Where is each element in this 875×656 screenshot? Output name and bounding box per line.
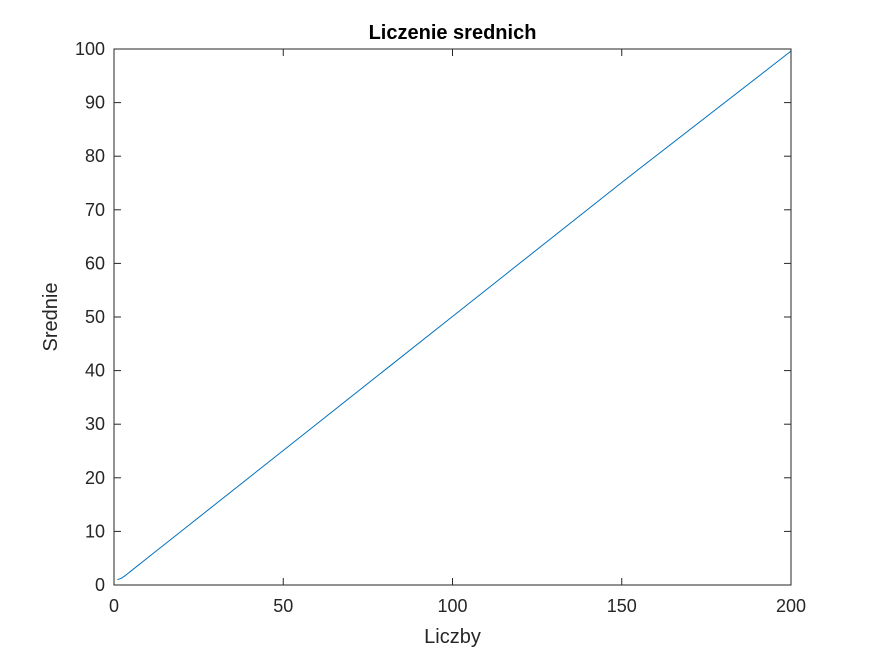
y-tick-label: 90 [85, 93, 105, 113]
y-tick-label: 50 [85, 307, 105, 327]
y-axis-label: Srednie [40, 283, 62, 352]
x-axis-label: Liczby [424, 626, 481, 648]
x-tick-label: 100 [437, 596, 467, 616]
x-tick-label: 0 [109, 596, 119, 616]
x-tick-label: 50 [273, 596, 293, 616]
y-tick-label: 60 [85, 253, 105, 273]
y-tick-label: 30 [85, 414, 105, 434]
y-tick-label: 20 [85, 468, 105, 488]
x-tick-label: 200 [776, 596, 806, 616]
y-tick-label: 100 [75, 39, 105, 59]
y-tick-label: 0 [95, 575, 105, 595]
ticks-layer: 0 50 100 150 200 0 10 20 30 40 50 60 70 80 90 100 [75, 39, 806, 616]
y-tick-label: 70 [85, 200, 105, 220]
y-tick-label: 10 [85, 521, 105, 541]
x-tick-label: 150 [607, 596, 637, 616]
chart-title: Liczenie srednich [369, 22, 537, 44]
y-tick-label: 80 [85, 146, 105, 166]
series-line-0 [117, 50, 792, 581]
series-layer [117, 50, 792, 581]
y-tick-label: 40 [85, 361, 105, 381]
